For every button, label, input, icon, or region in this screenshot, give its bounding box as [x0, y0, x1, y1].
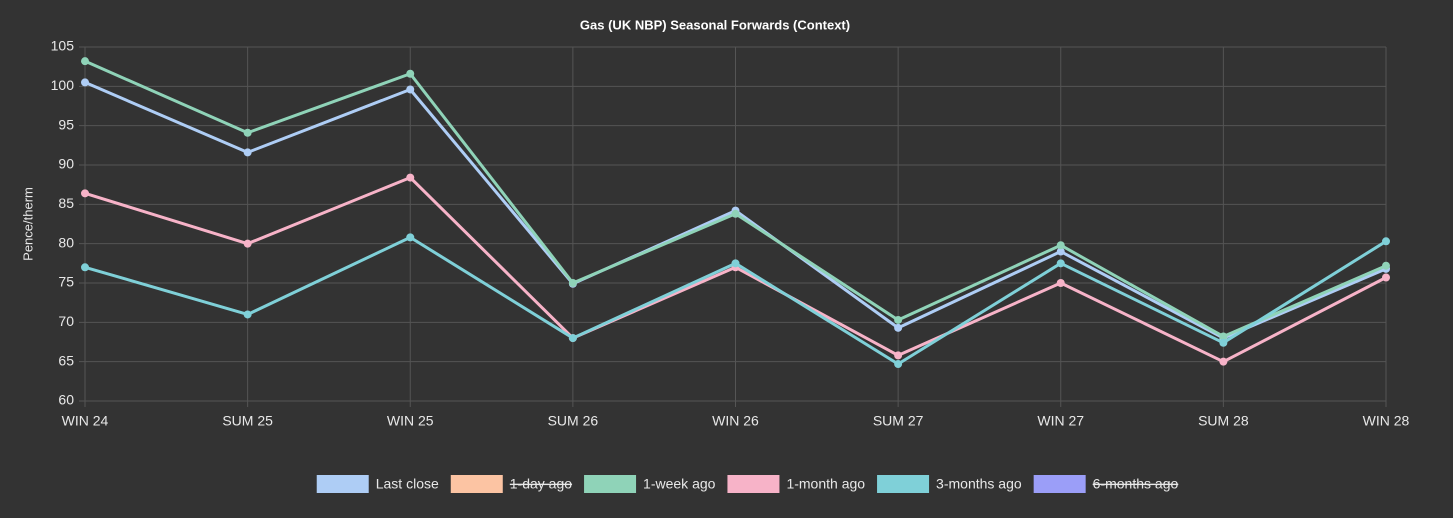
legend-item: 1-day ago [450, 475, 572, 493]
x-tick-label: SUM 27 [873, 413, 924, 429]
data-point [1382, 273, 1390, 282]
data-point [243, 239, 252, 248]
legend-swatch [1033, 475, 1086, 493]
legend-item: Last close [316, 475, 439, 493]
legend-swatch [316, 475, 369, 493]
data-point [1056, 259, 1065, 268]
data-point [1219, 338, 1228, 347]
x-tick-label: SUM 28 [1198, 413, 1249, 429]
legend-swatch [450, 475, 503, 493]
grid [79, 46, 1387, 407]
legend-item: 1-week ago [584, 475, 716, 493]
data-point [731, 209, 740, 218]
y-tick-label: 70 [58, 313, 74, 329]
y-tick-label: 60 [58, 392, 74, 408]
data-point [81, 263, 89, 272]
legend-label: 1-week ago [643, 476, 716, 492]
data-point [406, 233, 415, 242]
x-tick-label: WIN 24 [62, 413, 109, 429]
legend-swatch [727, 475, 780, 493]
legend-item: 1-month ago [727, 475, 865, 493]
x-tick-label: WIN 27 [1037, 413, 1084, 429]
x-tick-label: WIN 26 [712, 413, 759, 429]
legend-label: 1-month ago [786, 476, 865, 492]
data-point [1056, 279, 1065, 287]
data-point [568, 334, 577, 343]
data-point [1382, 261, 1390, 270]
legend-item: 3-months ago [877, 475, 1022, 493]
data-point [1056, 247, 1065, 256]
y-axis-label: Pence/therm [20, 187, 35, 261]
data-point [894, 315, 903, 324]
legend-swatch [584, 475, 637, 493]
legend: Last close 1-day ago 1-week ago 1-month ago… [316, 475, 1179, 493]
y-tick-label: 95 [58, 116, 74, 132]
y-tick-label: 90 [58, 156, 74, 172]
x-tick-label: SUM 25 [222, 413, 273, 429]
legend-label: 1-day ago [510, 476, 572, 492]
y-tick-label: 65 [58, 352, 74, 368]
y-tick-label: 80 [58, 234, 74, 250]
data-point [81, 78, 89, 87]
data-point [81, 57, 89, 66]
data-point [1056, 241, 1065, 250]
data-point [406, 173, 415, 182]
data-point [568, 279, 577, 287]
x-tick-label: SUM 26 [548, 413, 599, 429]
y-tick-label: 105 [51, 38, 75, 54]
data-point [894, 360, 903, 369]
data-point [894, 323, 903, 332]
data-point [406, 85, 415, 94]
y-tick-label: 75 [58, 274, 74, 290]
x-tick-label: WIN 28 [1363, 413, 1410, 429]
chart-title: Gas (UK NBP) Seasonal Forwards (Context) [580, 17, 850, 32]
data-point [894, 351, 903, 360]
legend-label: 3-months ago [936, 476, 1022, 492]
data-point [731, 259, 740, 268]
y-tick-label: 100 [51, 77, 75, 93]
data-point [1382, 237, 1390, 246]
legend-label: Last close [376, 476, 439, 492]
legend-swatch [877, 475, 930, 493]
data-point [243, 148, 252, 157]
legend-label: 6-months ago [1093, 476, 1179, 492]
legend-item: 6-months ago [1033, 475, 1179, 493]
data-point [1219, 332, 1228, 341]
y-tick-label: 85 [58, 195, 74, 211]
data-point [243, 128, 252, 137]
data-point [406, 69, 415, 78]
data-point [81, 189, 89, 198]
x-tick-label: WIN 25 [387, 413, 434, 429]
data-point [243, 310, 252, 319]
data-point [1219, 357, 1228, 366]
